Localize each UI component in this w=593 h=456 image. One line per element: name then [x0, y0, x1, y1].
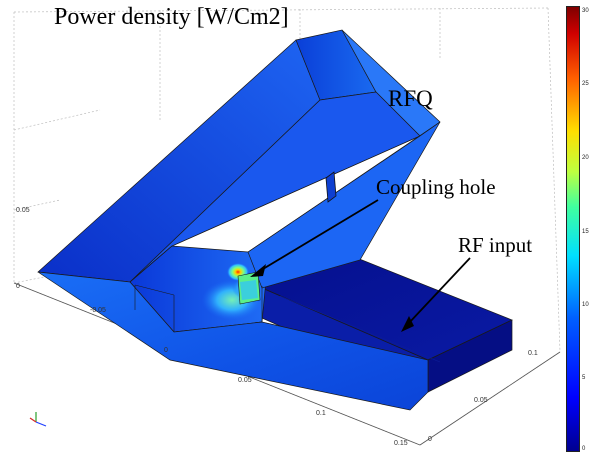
- rfq-slot: [325, 171, 337, 203]
- x-tick: 0: [164, 347, 168, 354]
- x-tick: -0.05: [90, 307, 106, 314]
- z-tick: 0.05: [16, 207, 30, 214]
- z-tick: 0: [16, 283, 20, 290]
- colorbar-tick: 0: [582, 446, 586, 452]
- rfq-edges: [129, 121, 441, 332]
- colorbar-tick: 25: [582, 81, 589, 87]
- arrow-heads: [250, 264, 414, 332]
- rfq-label: RFQ: [388, 86, 433, 111]
- colorbar-tick: 5: [582, 375, 586, 381]
- y-tick: 0: [428, 436, 432, 443]
- rfq-body: [37, 29, 441, 411]
- colorbar-tick: 20: [582, 155, 589, 161]
- colorbar: [566, 6, 580, 452]
- y-tick: 0.05: [474, 397, 488, 404]
- colorbar-tick: 15: [582, 229, 589, 235]
- axes-triad-icon: [29, 412, 47, 427]
- coupling-hole-field: [202, 263, 262, 320]
- x-tick: 0.15: [394, 440, 408, 447]
- y-tick: 0.1: [528, 350, 538, 357]
- x-tick: 0.1: [316, 410, 326, 417]
- coupling-hole-label: Coupling hole: [376, 175, 496, 199]
- plot-title: Power density [W/Cm2]: [54, 4, 289, 30]
- rf-input-label: RF input: [458, 233, 533, 257]
- colorbar-tick: 10: [582, 302, 589, 308]
- colorbar-tick: 30: [582, 8, 589, 14]
- x-tick: 0.05: [238, 377, 252, 384]
- annotation-arrows: [257, 199, 471, 325]
